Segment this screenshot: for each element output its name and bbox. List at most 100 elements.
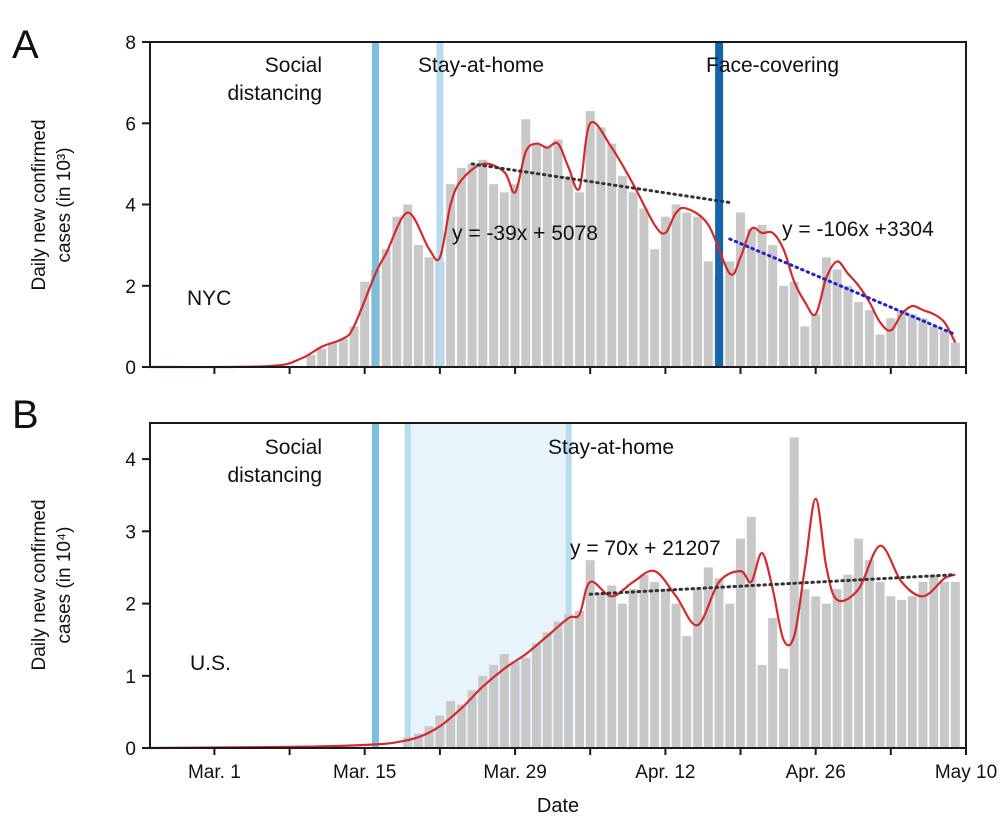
bar (800, 326, 810, 367)
bar (564, 176, 574, 367)
y-tick-label: 2 (125, 277, 136, 298)
bar (703, 567, 713, 748)
bar (650, 249, 660, 367)
region-label-b: U.S. (190, 652, 231, 675)
bar (714, 578, 724, 748)
bar (779, 285, 788, 368)
bar (510, 661, 520, 748)
y-tick-label: 8 (125, 33, 136, 54)
intervention-line (372, 42, 379, 367)
lines-b (149, 497, 957, 750)
bar (725, 261, 735, 367)
bar (864, 560, 874, 748)
bar (950, 342, 960, 367)
bar (682, 212, 692, 367)
trend-line (588, 573, 957, 596)
bar (736, 212, 745, 367)
bar (607, 143, 617, 367)
y-axis-label-b-line1: Daily new confirmed (29, 499, 50, 670)
bar (950, 581, 960, 748)
bar (940, 581, 949, 748)
bar (811, 314, 821, 367)
bar (467, 690, 477, 748)
bar (521, 119, 531, 367)
trend-equation-b1: y = 70x + 21207 (570, 537, 721, 560)
y-tick-label: 0 (125, 739, 136, 760)
bar (746, 228, 756, 367)
bar (693, 216, 703, 367)
bar (478, 675, 488, 748)
x-axis-label: Date (537, 795, 579, 817)
intervention-line (372, 423, 379, 748)
bar (596, 127, 606, 367)
bar (886, 596, 896, 748)
trend-line (470, 162, 732, 204)
bar (875, 334, 885, 367)
trend-equation-a1: y = -39x + 5078 (452, 222, 598, 245)
bar (854, 538, 864, 748)
bar (585, 560, 595, 748)
trend-line (728, 237, 957, 336)
bar (843, 285, 853, 368)
bar (897, 599, 907, 748)
bar (639, 574, 649, 748)
bar (660, 216, 670, 367)
bar (832, 589, 842, 748)
y-axis-label-b-line2: cases (in 10⁴) (54, 527, 75, 644)
bar (381, 249, 391, 367)
bar (918, 318, 928, 368)
bar (532, 643, 541, 748)
intervention-label-a-face: Face-covering (706, 54, 839, 77)
plot-frame-b (149, 422, 967, 749)
intervention-label-b-stay: Stay-at-home (548, 436, 674, 459)
bar (521, 657, 531, 748)
bar (435, 715, 445, 748)
panel-letter-a: A (12, 23, 39, 67)
bars-b (403, 437, 960, 748)
axes-b: 0 1 2 3 4 Mar. 1 Mar. 15 Mar. 29 Apr. 12 Apr. 26 M… (125, 450, 997, 783)
bar (553, 139, 563, 367)
bar (843, 574, 853, 748)
bar (940, 330, 949, 367)
y-tick-label: 4 (125, 450, 136, 471)
y-tick-label: 2 (125, 595, 136, 616)
y-tick-label: 6 (125, 114, 136, 135)
x-tick-label: Apr. 26 (786, 762, 846, 783)
bar (639, 208, 649, 367)
bar (489, 184, 499, 367)
y-axis-label-a-line2: cases (in 10³) (54, 147, 75, 262)
interventions-a (372, 42, 724, 367)
bar (489, 664, 499, 748)
bar (779, 668, 788, 748)
x-tick-label: Mar. 15 (333, 762, 396, 783)
bar (703, 261, 713, 367)
bar (628, 589, 638, 748)
bar (757, 664, 767, 748)
intervention-label-b-social-1: Social (265, 436, 322, 459)
axes-a: 0 2 4 6 8 (125, 33, 967, 379)
bar (736, 538, 745, 748)
bar (682, 636, 692, 748)
bar (499, 654, 509, 748)
bar (338, 338, 348, 367)
bar (607, 585, 617, 748)
y-tick-label: 0 (125, 358, 136, 379)
bar (789, 437, 799, 748)
bar (907, 596, 917, 748)
panel-a: A 0 2 4 6 8 NYC Daily new confirmed cases (i… (12, 23, 967, 379)
intervention-label-a-stay: Stay-at-home (418, 54, 544, 77)
bar (725, 603, 735, 748)
region-label-a: NYC (187, 287, 231, 310)
bar (392, 216, 402, 367)
bar (510, 184, 520, 367)
bar (413, 245, 423, 367)
bar (306, 354, 316, 367)
bar (499, 192, 509, 367)
bar (811, 596, 821, 748)
bar (360, 281, 370, 367)
bar (746, 516, 756, 748)
bar (542, 147, 552, 367)
y-axis-label-a-line1: Daily new confirmed (29, 119, 50, 290)
bar (929, 574, 939, 748)
bar (403, 204, 413, 367)
